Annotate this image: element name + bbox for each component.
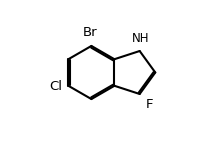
Text: F: F xyxy=(145,98,153,111)
Text: Cl: Cl xyxy=(50,80,63,93)
Text: Br: Br xyxy=(83,27,97,39)
Text: NH: NH xyxy=(132,32,149,45)
